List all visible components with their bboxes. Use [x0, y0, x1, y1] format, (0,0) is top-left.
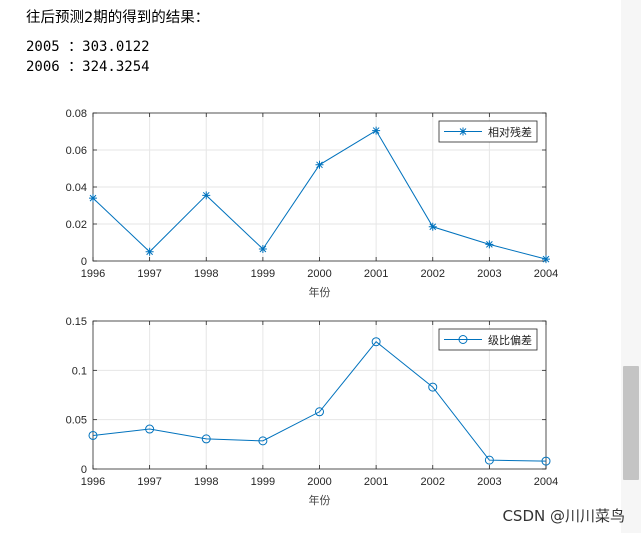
x-tick-label: 2001 [364, 268, 388, 280]
x-tick-label: 2004 [534, 268, 558, 280]
data-point-marker [459, 127, 467, 136]
data-point-marker [201, 434, 211, 444]
x-tick-label: 1997 [137, 268, 161, 280]
y-tick-label: 0.15 [66, 316, 87, 328]
forecast-result-2005: 2005 ：303.0122 [26, 39, 150, 55]
data-point-marker [145, 247, 154, 256]
data-point-marker [428, 382, 438, 392]
data-point-marker [428, 222, 437, 231]
x-tick-label: 1998 [194, 476, 218, 488]
x-tick-label: 1996 [81, 476, 105, 488]
y-tick-label: 0.06 [66, 145, 87, 157]
data-point-marker [145, 424, 155, 434]
x-tick-label: 2002 [421, 268, 445, 280]
result-heading: 往后预测2期的得到的结果： [26, 10, 210, 26]
data-point-marker [485, 240, 494, 249]
data-point-marker [542, 255, 550, 264]
x-tick-label: 1997 [137, 476, 161, 488]
axes-box [92, 320, 547, 470]
y-tick-label: 0 [81, 256, 87, 268]
data-point-marker [202, 191, 211, 200]
x-axis-label: 年份 [309, 493, 331, 507]
data-point-marker [258, 436, 268, 446]
x-tick-label: 2001 [364, 476, 388, 488]
x-tick-label: 1998 [194, 268, 218, 280]
legend-box [438, 328, 538, 351]
data-point-marker [258, 244, 267, 253]
axes-box [92, 112, 547, 262]
data-point-marker [315, 407, 324, 417]
x-tick-label: 1999 [251, 476, 275, 488]
forecast-result-2006: 2006 ：324.3254 [26, 59, 150, 75]
x-tick-label: 1999 [251, 268, 275, 280]
data-point-marker [484, 455, 494, 465]
vertical-scrollbar[interactable] [621, 0, 641, 533]
x-axis-label: 年份 [309, 285, 331, 299]
y-tick-label: 0 [81, 464, 87, 476]
scrollbar-thumb[interactable] [623, 366, 639, 480]
data-point-marker [458, 335, 468, 344]
data-point-marker [89, 194, 97, 203]
watermark: CSDN @川川菜鸟 [502, 507, 625, 525]
legend-box [438, 120, 538, 143]
x-tick-label: 1996 [81, 268, 105, 280]
x-tick-label: 2000 [307, 476, 331, 488]
y-tick-label: 0.08 [66, 108, 87, 120]
data-point-marker [88, 430, 98, 440]
x-tick-label: 2003 [477, 476, 501, 488]
relative-residual-chart: 1996 1997 1998 1999 2000 2001 2002 2003 2004 0 0.0… [66, 108, 559, 299]
legend-label: 相对残差 [488, 125, 532, 139]
data-point-marker [315, 160, 324, 169]
data-point-marker [372, 126, 381, 135]
data-point-marker [371, 337, 381, 347]
x-tick-label: 2002 [421, 476, 445, 488]
legend-label: 级比偏差 [488, 333, 532, 347]
x-tick-label: 2000 [307, 268, 331, 280]
y-tick-label: 0.02 [66, 219, 87, 231]
y-tick-label: 0.05 [66, 415, 87, 427]
data-point-marker [541, 456, 551, 466]
x-tick-label: 2004 [534, 476, 558, 488]
y-tick-label: 0.04 [66, 182, 87, 194]
series-line [92, 341, 547, 462]
y-tick-label: 0.1 [72, 365, 87, 377]
x-tick-label: 2003 [477, 268, 501, 280]
ratio-deviation-chart: 1996 1997 1998 1999 2000 2001 2002 2003 2004 0 0.0… [66, 316, 559, 507]
